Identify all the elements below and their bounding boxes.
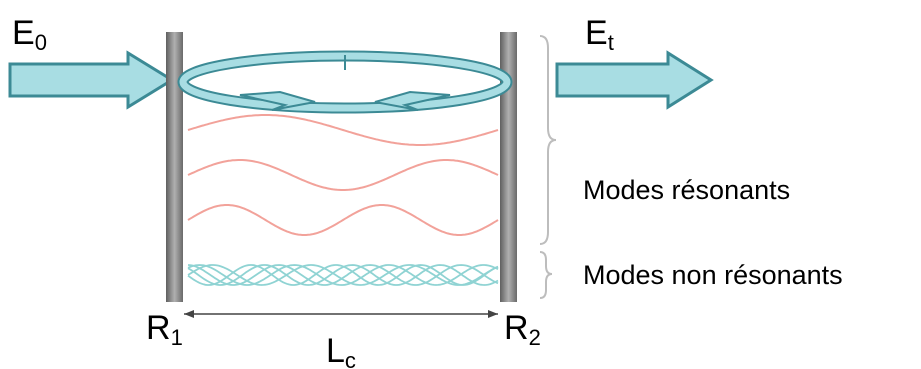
output-field-label: Et [585, 14, 614, 55]
mirror-left [166, 32, 183, 302]
brace-resonant [539, 35, 557, 245]
resonant-mode-wave [187, 204, 499, 236]
cavity-length-arrow [184, 310, 498, 318]
input-field-label: E0 [12, 14, 47, 55]
nonresonant-modes-label: Modes non résonants [583, 260, 843, 290]
resonant-modes-label: Modes résonants [583, 175, 790, 205]
nonresonant-mode-wave [187, 264, 499, 286]
resonant-mode-wave [187, 114, 499, 146]
nonresonant-mode-wave [187, 264, 499, 286]
nonresonant-modes [187, 264, 499, 286]
resonant-modes [187, 114, 499, 236]
round-trip-ring [177, 50, 513, 114]
resonant-mode-wave [187, 159, 499, 191]
mirror-right-label: R2 [504, 309, 541, 350]
brace-nonresonant [539, 251, 553, 299]
mirror-left-label: R1 [146, 309, 183, 350]
cavity-length-label: Lc [326, 332, 356, 369]
mirror-right [500, 32, 517, 302]
input-arrow [8, 50, 175, 110]
output-arrow [555, 50, 714, 110]
